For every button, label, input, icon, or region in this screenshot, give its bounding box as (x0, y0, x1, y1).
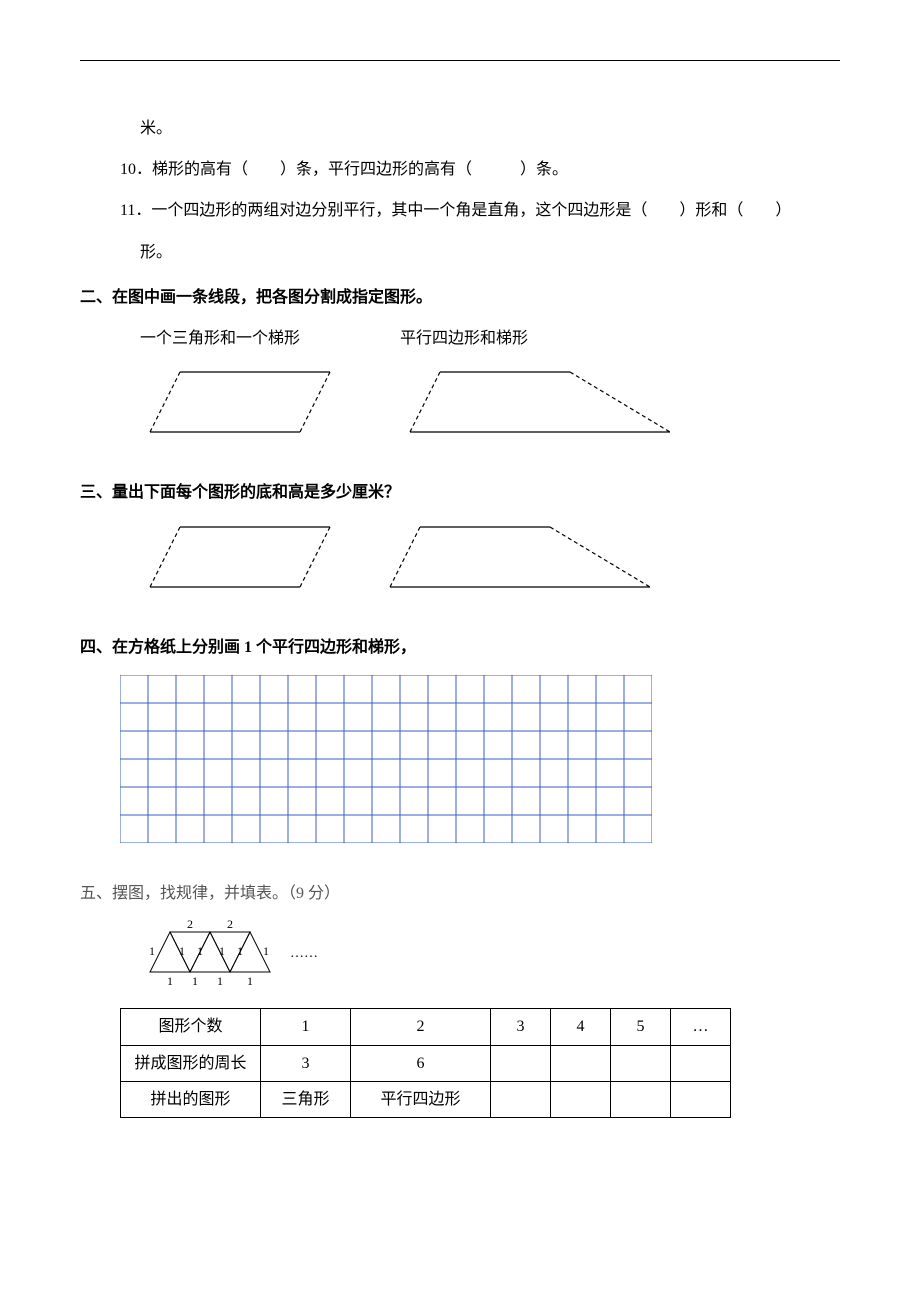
shape-label-2: 平行四边形和梯形 (400, 321, 528, 356)
svg-text:1: 1 (247, 974, 253, 987)
svg-text:1: 1 (219, 944, 225, 958)
cell (491, 1081, 551, 1117)
cell: 3 (491, 1009, 551, 1045)
svg-text:1: 1 (149, 944, 155, 958)
svg-text:1: 1 (167, 974, 173, 987)
top-rule (80, 60, 840, 61)
cell: 平行四边形 (351, 1081, 491, 1117)
section-5-table: 图形个数 1 2 3 4 5 … 拼成图形的周长 3 6 拼出的图形 三角形 平… (120, 1008, 731, 1118)
section-5-title: 五、摆图，找规律，并填表。（9 分） (80, 876, 840, 911)
trapezoid-shape-2 (380, 517, 660, 610)
section-4-title: 四、在方格纸上分别画 1 个平行四边形和梯形， (80, 630, 840, 665)
svg-text:1: 1 (237, 944, 243, 958)
cell: 5 (611, 1009, 671, 1045)
section-3-title: 三、量出下面每个图形的底和高是多少厘米？ (80, 475, 840, 510)
question-11-line1: 11．一个四边形的两组对边分别平行，其中一个角是直角，这个四边形是（ ）形和（ … (80, 193, 840, 228)
cell: 1 (261, 1009, 351, 1045)
question-11-line2: 形。 (80, 235, 840, 270)
section-2-labels: 一个三角形和一个梯形 平行四边形和梯形 (80, 321, 840, 356)
svg-text:2: 2 (187, 917, 193, 931)
table-row: 拼出的图形 三角形 平行四边形 (121, 1081, 731, 1117)
grid-paper (120, 675, 840, 856)
cell: 6 (351, 1045, 491, 1081)
cell (551, 1081, 611, 1117)
svg-text:2: 2 (227, 917, 233, 931)
cell (671, 1045, 731, 1081)
cell (491, 1045, 551, 1081)
cell (671, 1081, 731, 1117)
cell: 图形个数 (121, 1009, 261, 1045)
section-3-shapes (80, 517, 840, 610)
fragment-mi: 米。 (80, 111, 840, 146)
cell: 拼成图形的周长 (121, 1045, 261, 1081)
cell: 三角形 (261, 1081, 351, 1117)
svg-text:1: 1 (263, 944, 269, 958)
cell (611, 1045, 671, 1081)
svg-text:1: 1 (192, 974, 198, 987)
cell: 3 (261, 1045, 351, 1081)
trapezoid-shape-1 (400, 362, 680, 455)
section-2-title: 二、在图中画一条线段，把各图分割成指定图形。 (80, 280, 840, 315)
cell (551, 1045, 611, 1081)
cell: 2 (351, 1009, 491, 1045)
question-10: 10．梯形的高有（ ）条，平行四边形的高有（ ）条。 (80, 152, 840, 187)
table-row: 拼成图形的周长 3 6 (121, 1045, 731, 1081)
shape-label-1: 一个三角形和一个梯形 (140, 321, 300, 356)
section-2-shapes (80, 362, 840, 455)
svg-text:1: 1 (179, 944, 185, 958)
svg-text:1: 1 (217, 974, 223, 987)
svg-text:……: …… (290, 946, 318, 961)
svg-text:1: 1 (197, 944, 203, 958)
parallelogram-shape-1 (140, 362, 340, 455)
triangle-pattern: 2 2 1 1 1 1 1 1 1 1 1 1 …… (140, 917, 840, 1000)
cell: 拼出的图形 (121, 1081, 261, 1117)
parallelogram-shape-2 (140, 517, 340, 610)
cell: 4 (551, 1009, 611, 1045)
table-row: 图形个数 1 2 3 4 5 … (121, 1009, 731, 1045)
cell (611, 1081, 671, 1117)
cell: … (671, 1009, 731, 1045)
